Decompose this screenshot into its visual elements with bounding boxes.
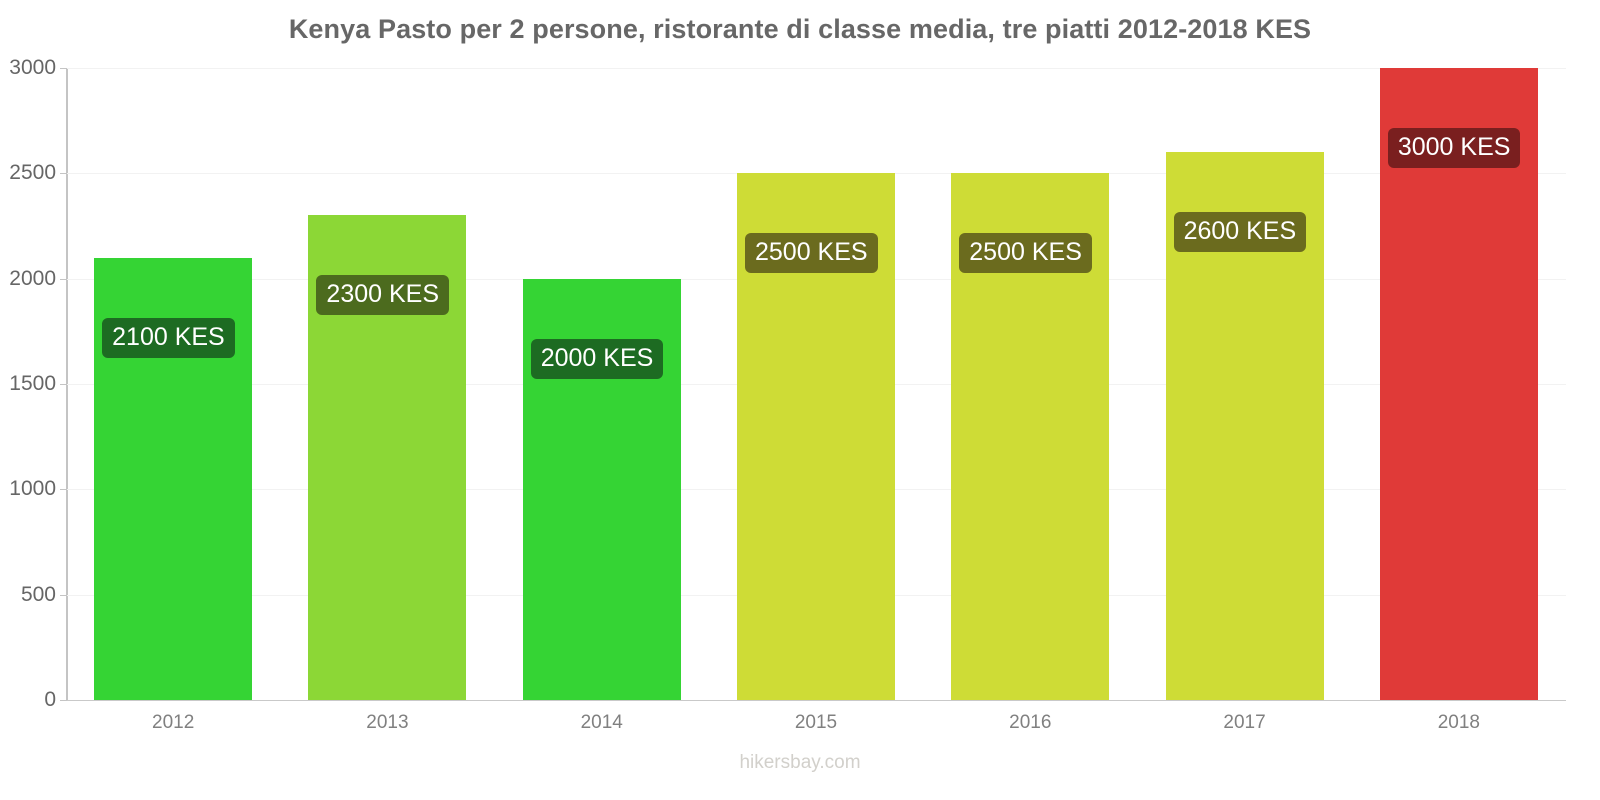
y-tick-label: 500 <box>20 582 56 606</box>
y-tick-label: 2500 <box>9 161 56 185</box>
bar-value-label: 2000 KES <box>530 338 664 379</box>
y-tick-label: 2000 <box>9 266 56 290</box>
bar-value-label: 2500 KES <box>959 233 1092 274</box>
bar-value-label: 2300 KES <box>316 275 450 316</box>
y-tick-label: 0 <box>44 688 56 711</box>
gridline <box>66 700 1566 701</box>
bar-value-label: 2500 KES <box>745 233 878 274</box>
y-tick-mark <box>60 594 67 596</box>
x-tick-label: 2018 <box>1437 712 1480 733</box>
y-tick-label: 1000 <box>9 477 56 501</box>
y-tick-label: 1500 <box>9 372 56 395</box>
y-tick-mark <box>60 68 67 69</box>
y-tick-mark <box>60 173 67 175</box>
x-tick-label: 2012 <box>152 712 195 733</box>
x-tick-label: 2016 <box>1009 712 1052 733</box>
x-tick-label: 2013 <box>366 712 409 733</box>
source-credit: hikersbay.com <box>739 752 861 773</box>
plot-area: 2100 KES 2300 KES 2000 KES 2500 KES 2500 KES… <box>66 68 1566 701</box>
bar-value-label: 3000 KES <box>1387 128 1521 168</box>
x-tick-label: 2014 <box>580 712 623 733</box>
y-tick-mark <box>60 489 67 491</box>
bar-value-label: 2100 KES <box>102 317 235 358</box>
y-tick-label: 3000 <box>9 56 56 79</box>
y-tick-mark <box>60 278 67 280</box>
bar-value-label: 2600 KES <box>1173 212 1307 253</box>
chart-title: Kenya Pasto per 2 persone, ristorante di… <box>288 14 1312 44</box>
y-tick-mark <box>60 700 67 701</box>
bar[interactable] <box>1379 68 1538 700</box>
x-tick-label: 2017 <box>1223 712 1266 733</box>
gridline <box>66 68 1566 69</box>
x-tick-label: 2015 <box>794 712 838 733</box>
y-tick-mark <box>60 384 67 385</box>
